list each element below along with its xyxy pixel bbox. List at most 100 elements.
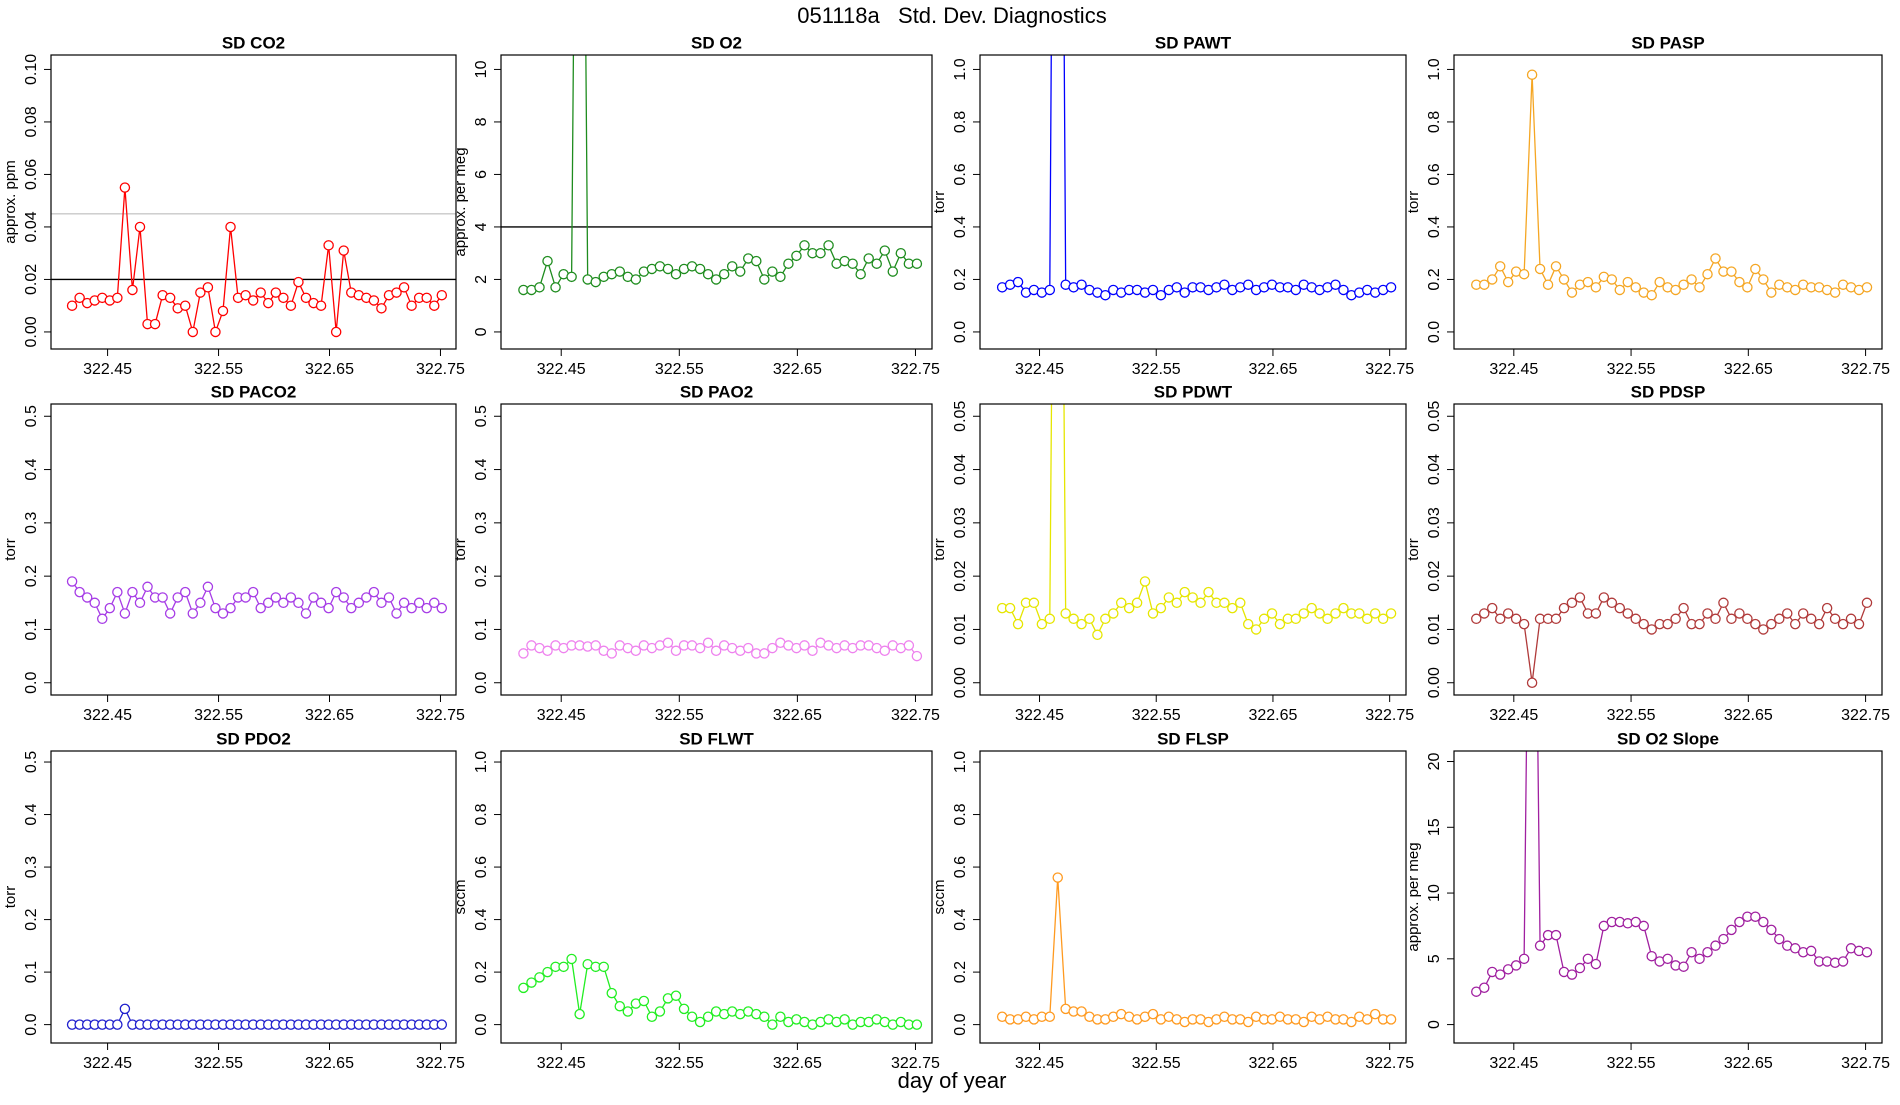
data-point xyxy=(74,292,85,304)
data-point xyxy=(270,287,282,298)
y-tick-label: 0.2 xyxy=(1426,268,1443,290)
plot-frame xyxy=(979,403,1407,696)
data-point xyxy=(726,261,738,272)
y-tick-label: 0.4 xyxy=(952,216,969,238)
data-point xyxy=(1774,933,1785,945)
data-point xyxy=(1853,618,1865,630)
data-point xyxy=(1510,613,1522,625)
y-axis-label: torr xyxy=(2,886,19,909)
data-point xyxy=(1338,602,1349,614)
data-point xyxy=(1258,613,1270,625)
data-point xyxy=(1758,624,1769,635)
panel-title: SD CO2 xyxy=(222,33,285,52)
x-tick-label: 322.75 xyxy=(891,1055,940,1072)
data-point xyxy=(361,592,372,603)
data-point xyxy=(807,645,818,657)
y-tick-label: 1.0 xyxy=(473,751,490,773)
data-point xyxy=(1076,1006,1087,1017)
data-point xyxy=(670,990,682,1001)
y-tick-label: 0.2 xyxy=(23,908,40,930)
data-point xyxy=(1155,602,1167,614)
data-point xyxy=(376,597,387,609)
data-point xyxy=(694,263,706,275)
data-point xyxy=(1590,282,1602,293)
data-point xyxy=(1734,916,1745,928)
data-point xyxy=(574,1008,585,1020)
data-point xyxy=(542,255,553,267)
data-point xyxy=(406,602,417,614)
y-tick-label: 0.00 xyxy=(1426,667,1443,698)
data-point xyxy=(879,645,891,657)
plot-frame xyxy=(1453,403,1883,696)
data-point xyxy=(1782,608,1793,619)
plot-area xyxy=(518,953,923,1030)
data-point xyxy=(710,645,722,657)
data-point xyxy=(1646,624,1657,635)
y-tick-label: 0.01 xyxy=(1426,614,1443,645)
data-point xyxy=(1710,613,1721,625)
data-point xyxy=(338,592,349,603)
data-point xyxy=(823,240,834,251)
data-point xyxy=(180,586,191,598)
data-point xyxy=(315,597,327,609)
data-point xyxy=(1646,950,1657,962)
y-tick-label: 4 xyxy=(473,222,490,231)
data-point xyxy=(1606,274,1618,285)
data-point xyxy=(1100,289,1111,301)
data-point xyxy=(1590,608,1602,619)
data-point xyxy=(1726,266,1737,277)
data-point xyxy=(376,303,387,314)
data-point xyxy=(1385,1014,1397,1025)
data-point xyxy=(1274,618,1286,630)
y-tick-label: 0.2 xyxy=(952,268,969,290)
data-point xyxy=(187,608,199,619)
y-tick-label: 0.5 xyxy=(473,405,490,427)
x-tick-label: 322.45 xyxy=(83,361,132,378)
y-tick-label: 0.8 xyxy=(952,803,969,825)
data-point xyxy=(1566,969,1578,980)
data-point xyxy=(247,586,259,598)
y-axis-label: sccm xyxy=(452,880,469,915)
data-point xyxy=(1147,1008,1159,1020)
data-point xyxy=(1758,916,1769,928)
y-tick-label: 0.3 xyxy=(23,856,40,878)
data-point xyxy=(391,608,402,619)
data-point xyxy=(606,648,618,659)
data-point xyxy=(1123,602,1135,614)
data-point xyxy=(225,221,236,233)
y-tick-label: 0.2 xyxy=(473,565,490,587)
data-point xyxy=(1710,940,1721,951)
data-point xyxy=(1187,592,1198,603)
data-point xyxy=(743,642,754,654)
data-point xyxy=(1362,1014,1373,1025)
data-point xyxy=(429,300,440,311)
x-tick-label: 322.55 xyxy=(1132,1055,1181,1072)
y-tick-label: 0.02 xyxy=(1426,560,1443,591)
data-point xyxy=(1242,1016,1254,1028)
data-point xyxy=(1290,613,1302,625)
data-point xyxy=(718,268,730,280)
data-point xyxy=(1742,282,1753,293)
panel-title: SD PAO2 xyxy=(680,382,753,401)
data-point xyxy=(1502,276,1514,288)
data-point xyxy=(1550,261,1562,272)
plot-area xyxy=(501,55,932,296)
data-point xyxy=(710,274,722,285)
data-point xyxy=(210,326,221,338)
data-point xyxy=(436,289,448,301)
data-point xyxy=(240,592,251,603)
data-point xyxy=(1290,284,1302,296)
data-point xyxy=(1044,1011,1056,1022)
y-tick-label: 20 xyxy=(1426,753,1443,771)
data-point xyxy=(157,592,168,603)
data-point xyxy=(1829,613,1841,625)
plot-frame xyxy=(500,54,933,350)
data-point xyxy=(383,592,395,603)
data-point xyxy=(1614,284,1626,296)
data-point xyxy=(1654,276,1665,288)
y-tick-label: 0.3 xyxy=(23,512,40,534)
data-point xyxy=(240,289,251,301)
data-point xyxy=(81,592,93,603)
data-point xyxy=(112,586,123,598)
